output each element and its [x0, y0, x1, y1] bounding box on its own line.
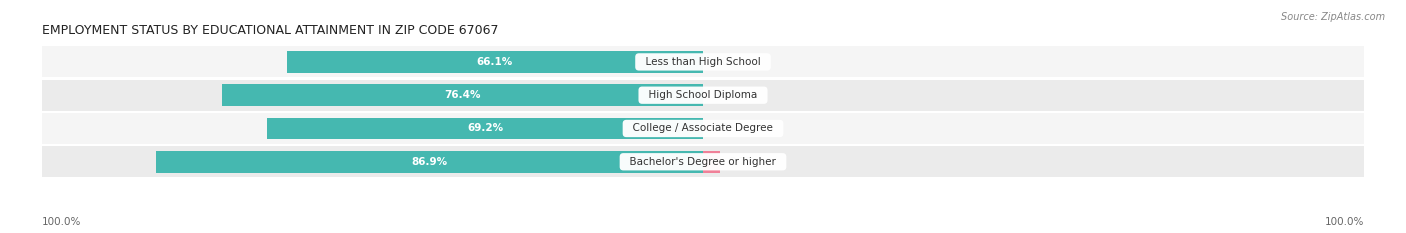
Text: 76.4%: 76.4% [444, 90, 481, 100]
Text: EMPLOYMENT STATUS BY EDUCATIONAL ATTAINMENT IN ZIP CODE 67067: EMPLOYMENT STATUS BY EDUCATIONAL ATTAINM… [42, 24, 499, 37]
Text: 66.1%: 66.1% [477, 57, 513, 67]
Text: 100.0%: 100.0% [42, 217, 82, 227]
Bar [267, 118, 703, 139]
Text: 86.9%: 86.9% [412, 157, 447, 167]
Text: 100.0%: 100.0% [1324, 217, 1364, 227]
Text: 0.0%: 0.0% [713, 90, 738, 100]
Text: 2.7%: 2.7% [730, 157, 756, 167]
Bar [222, 84, 703, 106]
Bar [156, 151, 703, 173]
Text: Less than High School: Less than High School [638, 57, 768, 67]
Bar [703, 151, 720, 173]
Bar [42, 80, 1364, 111]
Bar [42, 146, 1364, 177]
Text: Source: ZipAtlas.com: Source: ZipAtlas.com [1281, 12, 1385, 22]
Text: 0.0%: 0.0% [713, 57, 738, 67]
Text: College / Associate Degree: College / Associate Degree [626, 123, 780, 134]
Text: 0.0%: 0.0% [713, 123, 738, 134]
Text: 69.2%: 69.2% [467, 123, 503, 134]
Text: High School Diploma: High School Diploma [643, 90, 763, 100]
Bar [42, 113, 1364, 144]
Text: Bachelor's Degree or higher: Bachelor's Degree or higher [623, 157, 783, 167]
Bar [287, 51, 703, 73]
Bar [42, 46, 1364, 77]
